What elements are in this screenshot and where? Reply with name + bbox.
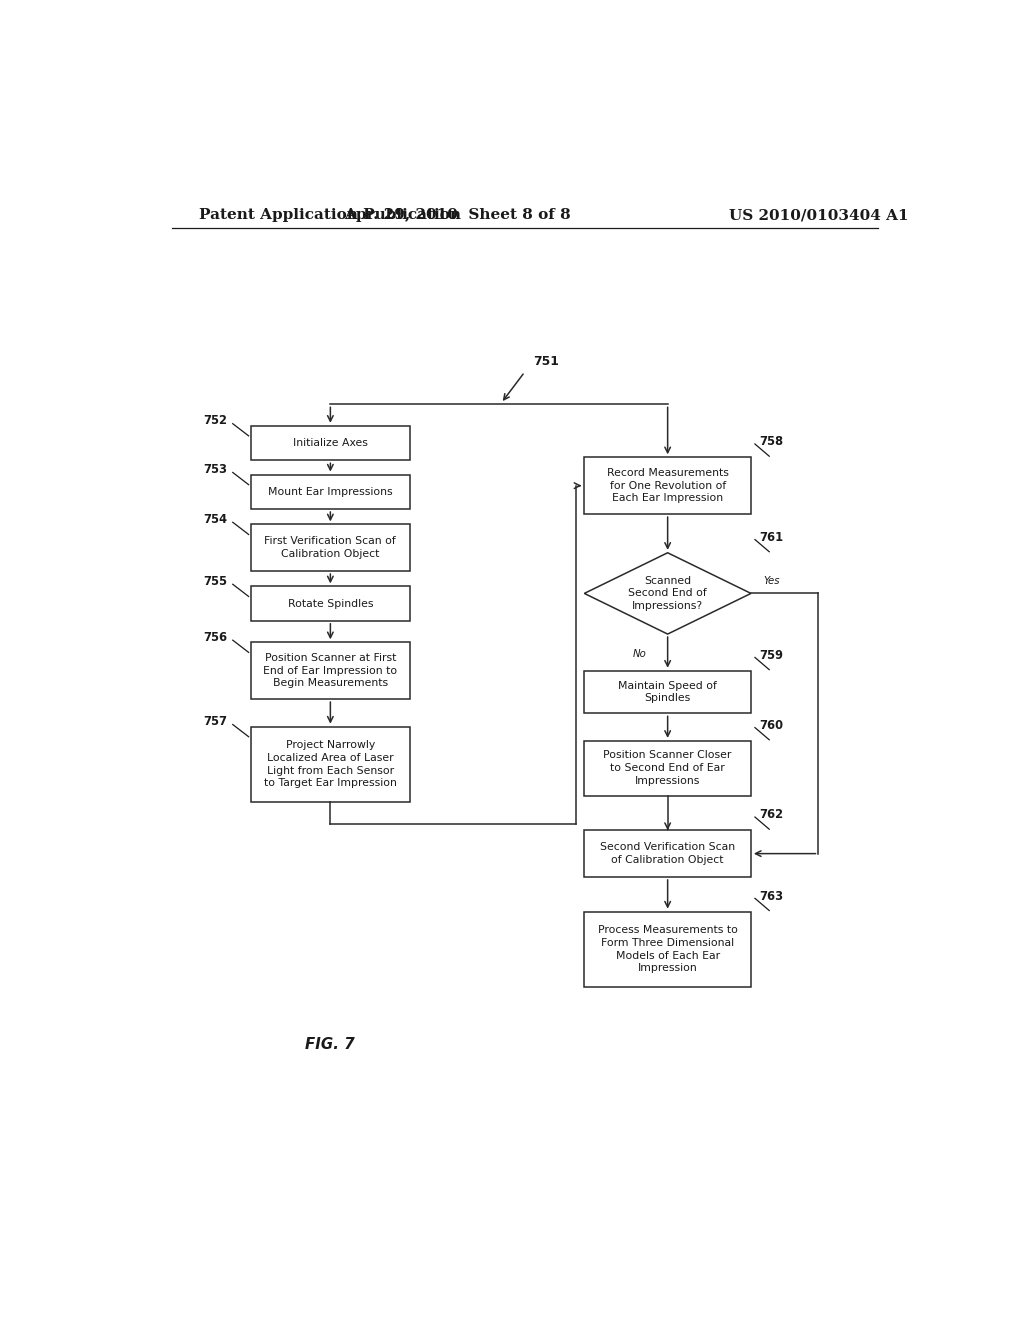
FancyBboxPatch shape: [585, 741, 751, 796]
FancyBboxPatch shape: [251, 426, 410, 461]
FancyBboxPatch shape: [585, 912, 751, 987]
Text: Yes: Yes: [763, 577, 779, 586]
Text: Scanned
Second End of
Impressions?: Scanned Second End of Impressions?: [629, 576, 707, 611]
Text: First Verification Scan of
Calibration Object: First Verification Scan of Calibration O…: [264, 536, 396, 560]
FancyBboxPatch shape: [251, 726, 410, 801]
Text: 758: 758: [759, 436, 783, 449]
Text: 761: 761: [759, 531, 783, 544]
Text: FIG. 7: FIG. 7: [305, 1038, 355, 1052]
Text: 760: 760: [759, 719, 783, 733]
Text: 752: 752: [203, 414, 227, 428]
FancyBboxPatch shape: [251, 586, 410, 620]
Text: Mount Ear Impressions: Mount Ear Impressions: [268, 487, 392, 496]
Text: Initialize Axes: Initialize Axes: [293, 438, 368, 447]
Text: 754: 754: [203, 512, 227, 525]
Text: Position Scanner Closer
to Second End of Ear
Impressions: Position Scanner Closer to Second End of…: [603, 751, 732, 785]
FancyBboxPatch shape: [251, 643, 410, 700]
Text: 755: 755: [203, 574, 227, 587]
Text: No: No: [633, 649, 647, 660]
Text: 756: 756: [203, 631, 227, 644]
Text: 759: 759: [759, 649, 783, 661]
FancyBboxPatch shape: [251, 524, 410, 572]
Text: Maintain Speed of
Spindles: Maintain Speed of Spindles: [618, 681, 717, 704]
Text: Project Narrowly
Localized Area of Laser
Light from Each Sensor
to Target Ear Im: Project Narrowly Localized Area of Laser…: [264, 741, 397, 788]
Text: Position Scanner at First
End of Ear Impression to
Begin Measurements: Position Scanner at First End of Ear Imp…: [263, 653, 397, 689]
FancyBboxPatch shape: [585, 671, 751, 713]
Text: US 2010/0103404 A1: US 2010/0103404 A1: [729, 209, 908, 222]
Text: 757: 757: [203, 715, 227, 729]
Polygon shape: [585, 553, 751, 634]
Text: Rotate Spindles: Rotate Spindles: [288, 598, 373, 609]
Text: 762: 762: [759, 808, 783, 821]
FancyBboxPatch shape: [585, 457, 751, 515]
FancyBboxPatch shape: [251, 474, 410, 510]
Text: Apr. 29, 2010  Sheet 8 of 8: Apr. 29, 2010 Sheet 8 of 8: [344, 209, 570, 222]
Text: 751: 751: [532, 355, 559, 368]
Text: Second Verification Scan
of Calibration Object: Second Verification Scan of Calibration …: [600, 842, 735, 865]
Text: 753: 753: [203, 463, 227, 477]
FancyBboxPatch shape: [585, 830, 751, 876]
Text: 763: 763: [759, 890, 783, 903]
Text: Patent Application Publication: Patent Application Publication: [200, 209, 462, 222]
Text: Record Measurements
for One Revolution of
Each Ear Impression: Record Measurements for One Revolution o…: [606, 467, 729, 503]
Text: Process Measurements to
Form Three Dimensional
Models of Each Ear
Impression: Process Measurements to Form Three Dimen…: [598, 925, 737, 973]
